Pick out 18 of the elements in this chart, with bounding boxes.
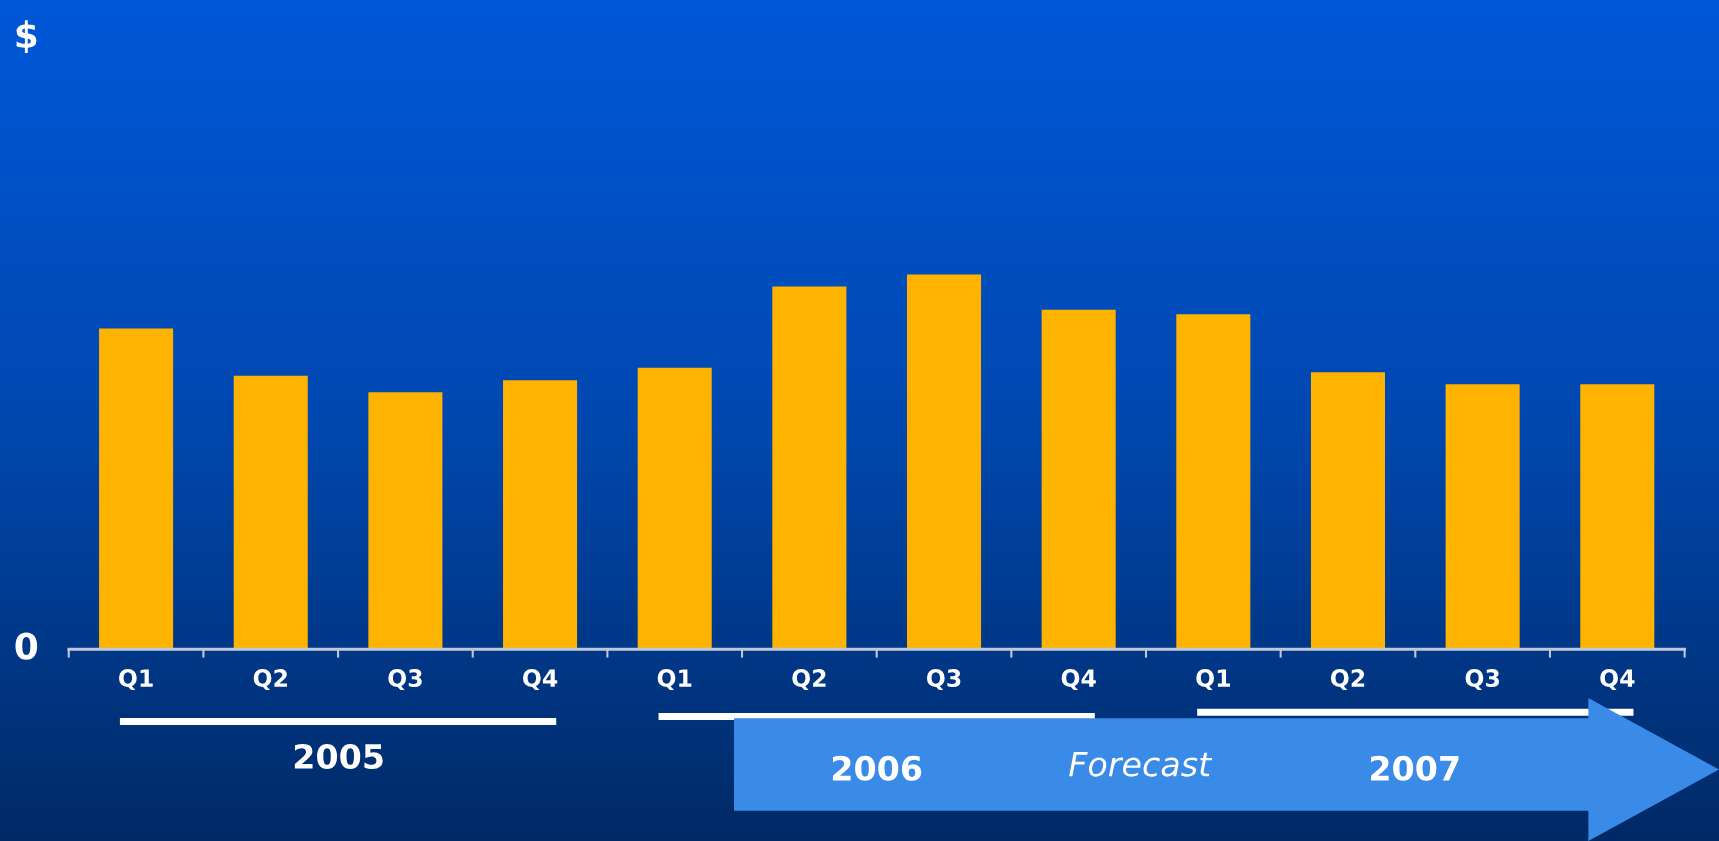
x-tick-label: Q1 bbox=[1196, 669, 1230, 691]
x-tick-label: Q3 bbox=[926, 669, 961, 691]
x-tick-label: Q4 bbox=[522, 669, 558, 691]
x-tick-label: Q2 bbox=[792, 669, 826, 691]
text: 0 bbox=[15, 632, 38, 660]
x-tick-label: Q2 bbox=[253, 669, 287, 691]
x-tick-label: Q1 bbox=[119, 669, 153, 691]
x-tick-label: Q4 bbox=[1600, 669, 1635, 691]
text: 2007 bbox=[1370, 755, 1459, 781]
x-tick-label: Q4 bbox=[1061, 669, 1096, 691]
text: 2006 bbox=[832, 755, 922, 781]
text: $ bbox=[16, 20, 37, 54]
x-tick-label: Q1 bbox=[657, 669, 692, 691]
x-tick-label: Q2 bbox=[1330, 669, 1365, 691]
text: Forecast bbox=[1069, 751, 1213, 777]
x-tick-label: Q3 bbox=[1465, 669, 1500, 691]
x-tick-label: Q3 bbox=[388, 669, 422, 691]
text: 2005 bbox=[294, 743, 383, 770]
